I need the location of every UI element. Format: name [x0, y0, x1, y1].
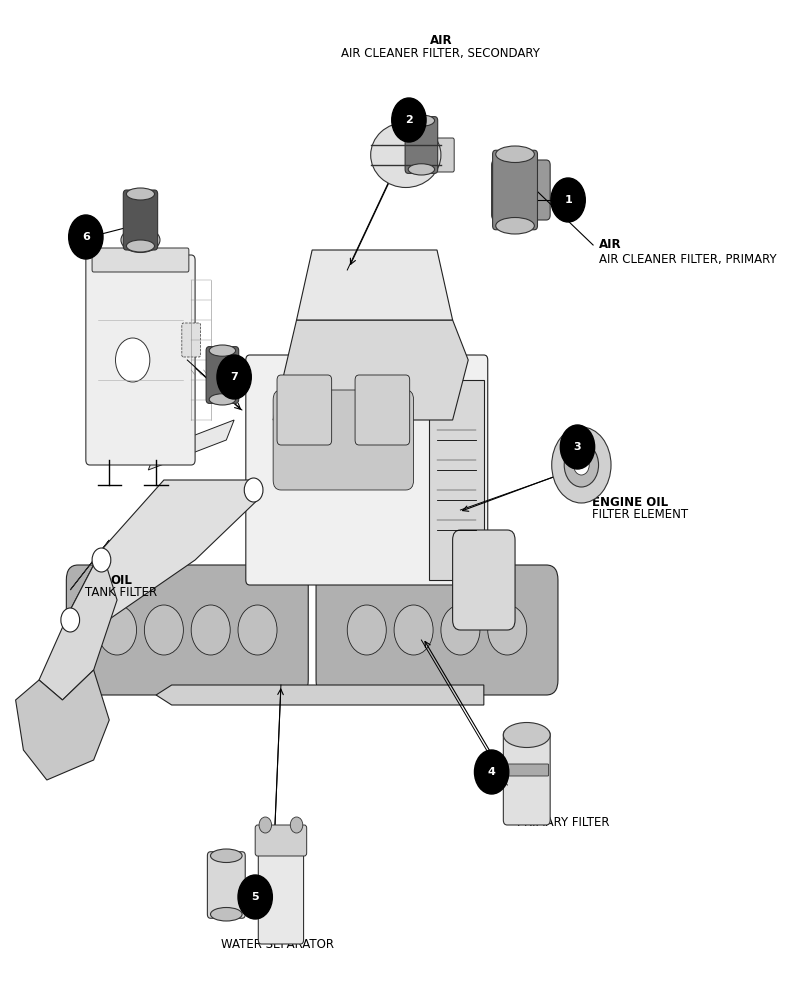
Ellipse shape	[210, 849, 242, 862]
Text: 7: 7	[230, 372, 238, 382]
Ellipse shape	[496, 146, 534, 162]
FancyBboxPatch shape	[255, 825, 307, 856]
Polygon shape	[70, 480, 257, 630]
FancyBboxPatch shape	[491, 160, 550, 220]
FancyBboxPatch shape	[504, 764, 548, 776]
Text: 3: 3	[573, 442, 581, 452]
Text: 2: 2	[405, 115, 412, 125]
Text: 4: 4	[487, 767, 495, 777]
FancyBboxPatch shape	[315, 565, 557, 695]
Circle shape	[217, 355, 251, 399]
Circle shape	[238, 875, 272, 919]
Polygon shape	[39, 550, 117, 700]
Text: FUEL: FUEL	[516, 804, 549, 816]
FancyBboxPatch shape	[92, 248, 189, 272]
Polygon shape	[15, 670, 109, 780]
FancyBboxPatch shape	[123, 190, 157, 250]
Text: 6: 6	[82, 232, 90, 242]
FancyBboxPatch shape	[354, 375, 410, 445]
Text: 5: 5	[251, 892, 259, 902]
Circle shape	[144, 605, 183, 655]
Text: PRIMARY FILTER: PRIMARY FILTER	[516, 816, 608, 830]
Circle shape	[487, 605, 526, 655]
Polygon shape	[156, 685, 483, 705]
FancyBboxPatch shape	[419, 138, 453, 172]
Text: FILTER ELEMENT: FILTER ELEMENT	[590, 508, 687, 522]
Circle shape	[440, 605, 479, 655]
Text: TANK FILTER: TANK FILTER	[85, 586, 157, 599]
FancyBboxPatch shape	[207, 852, 245, 918]
FancyBboxPatch shape	[206, 347, 238, 403]
Circle shape	[244, 478, 263, 502]
Circle shape	[115, 338, 150, 382]
Circle shape	[259, 817, 271, 833]
FancyBboxPatch shape	[67, 565, 308, 695]
Ellipse shape	[503, 722, 550, 748]
FancyBboxPatch shape	[405, 117, 437, 173]
Ellipse shape	[209, 394, 235, 405]
Circle shape	[573, 455, 589, 475]
Ellipse shape	[408, 115, 434, 126]
Ellipse shape	[370, 122, 440, 188]
FancyBboxPatch shape	[277, 375, 331, 445]
Circle shape	[97, 605, 136, 655]
Text: ENGINE OIL: ENGINE OIL	[590, 495, 667, 508]
Ellipse shape	[209, 345, 235, 356]
Polygon shape	[429, 380, 483, 580]
Circle shape	[69, 215, 103, 259]
Polygon shape	[296, 250, 452, 320]
Text: FUEL: FUEL	[260, 926, 294, 938]
Text: AIR: AIR	[429, 33, 452, 46]
Circle shape	[551, 178, 585, 222]
Text: OIL: OIL	[109, 574, 131, 586]
Circle shape	[191, 605, 230, 655]
FancyBboxPatch shape	[492, 150, 537, 230]
FancyBboxPatch shape	[452, 530, 514, 630]
Ellipse shape	[127, 188, 154, 200]
Ellipse shape	[127, 240, 154, 252]
Circle shape	[551, 427, 611, 503]
FancyBboxPatch shape	[272, 390, 413, 490]
Circle shape	[238, 605, 277, 655]
FancyBboxPatch shape	[182, 323, 200, 357]
Text: 1: 1	[564, 195, 571, 205]
Polygon shape	[148, 420, 234, 470]
FancyBboxPatch shape	[258, 846, 303, 944]
FancyBboxPatch shape	[246, 355, 487, 585]
Ellipse shape	[210, 908, 242, 921]
FancyBboxPatch shape	[86, 255, 195, 465]
Ellipse shape	[121, 228, 160, 252]
Text: WATER SEPARATOR: WATER SEPARATOR	[221, 938, 333, 952]
Circle shape	[560, 425, 594, 469]
Circle shape	[393, 605, 432, 655]
Circle shape	[290, 817, 303, 833]
Text: AIR: AIR	[599, 238, 621, 251]
Circle shape	[61, 608, 79, 632]
Circle shape	[391, 98, 426, 142]
Circle shape	[92, 548, 110, 572]
Text: AIR CLEANER FILTER, PRIMARY: AIR CLEANER FILTER, PRIMARY	[599, 253, 776, 266]
Circle shape	[347, 605, 386, 655]
Polygon shape	[272, 320, 468, 420]
Circle shape	[564, 443, 598, 487]
Text: AIR CLEANER FILTER, SECONDARY: AIR CLEANER FILTER, SECONDARY	[341, 46, 539, 60]
FancyBboxPatch shape	[503, 730, 550, 825]
Ellipse shape	[408, 164, 434, 175]
Polygon shape	[70, 540, 109, 590]
Ellipse shape	[496, 217, 534, 234]
Circle shape	[474, 750, 508, 794]
